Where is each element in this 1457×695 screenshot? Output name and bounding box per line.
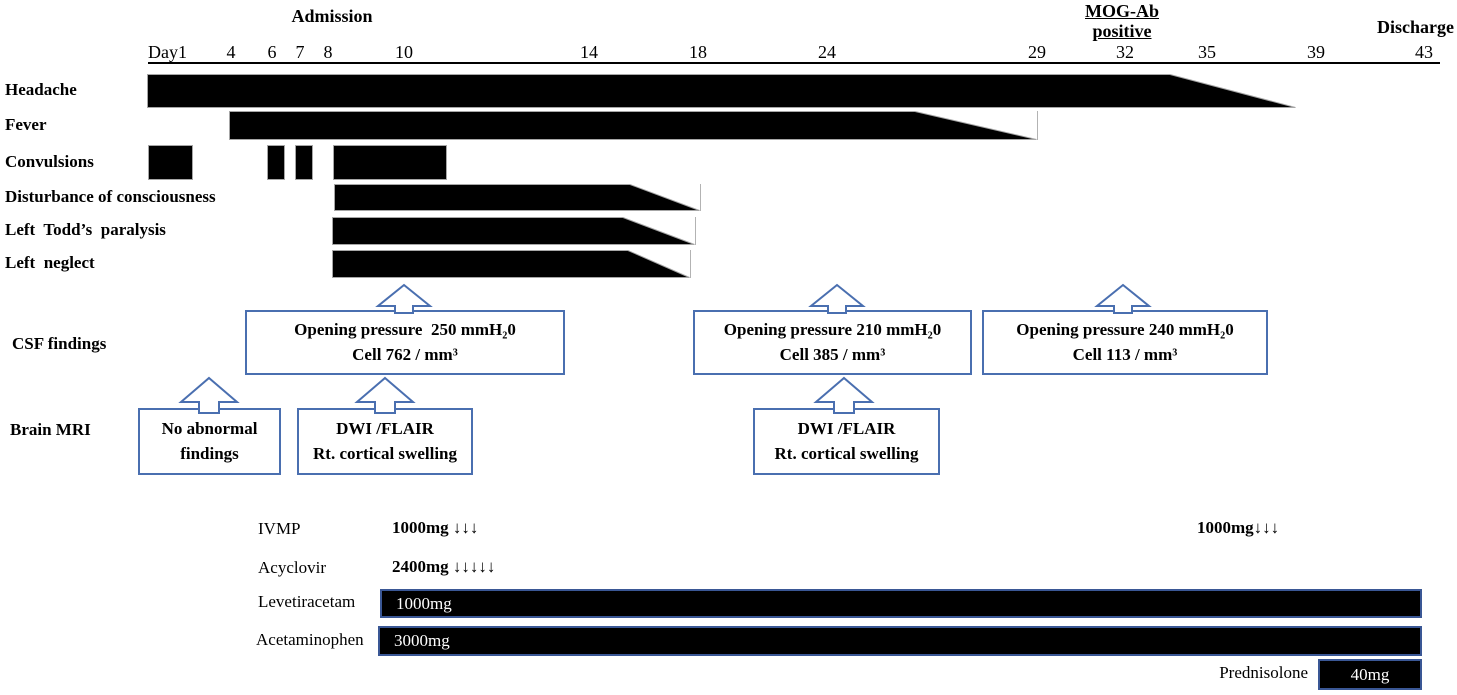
axis-tick-7: 7 — [295, 42, 305, 62]
med-bar-acetaminophen-dose: 3000mg — [394, 631, 450, 650]
symptom-bar-edge-fever — [1037, 111, 1038, 140]
axis-tick-8: 8 — [323, 42, 333, 62]
symptom-label-disturbance-of-consciousness: Disturbance of consciousness — [5, 186, 216, 206]
med-label-prednisolone: Prednisolone — [1219, 663, 1308, 682]
csf-box-1-line2: Cell 762 / mm³ — [352, 344, 458, 364]
up-arrow-icon — [354, 376, 416, 414]
med-bar-prednisolone-dose: 40mg — [1350, 664, 1390, 684]
discharge-label: Discharge — [1377, 17, 1454, 37]
med-label-acetaminophen: Acetaminophen — [256, 630, 364, 649]
axis-tick-14: 14 — [580, 42, 598, 62]
csf-box-1: Opening pressure 250 mmH₂0 Cell 762 / mm³ — [245, 310, 565, 375]
up-arrow-icon — [375, 283, 433, 314]
axis-tick-39: 39 — [1307, 42, 1325, 62]
mog-ab-line: MOG-Ab — [1085, 1, 1159, 21]
up-arrow-icon — [178, 376, 240, 414]
csf-findings-label: CSF findings — [12, 334, 107, 353]
mri-box-1-line2: findings — [180, 443, 239, 463]
mri-box-1-line1: No abnormal — [161, 418, 258, 438]
csf-box-3-line2: Cell 113 / mm³ — [1072, 344, 1178, 364]
med-bar-acetaminophen: 3000mg — [378, 626, 1422, 656]
med-dose-ivmp-1: 1000mg ↓↓↓ — [392, 518, 479, 537]
mri-box-1: No abnormal findings — [138, 408, 281, 475]
symptom-bar-edge-left-neglect — [690, 250, 691, 278]
axis-tick-35: 35 — [1198, 42, 1216, 62]
symptom-label-convulsions: Convulsions — [5, 151, 94, 171]
symptom-bar-headache — [147, 74, 1296, 108]
mog-positive-line: positive — [1092, 21, 1152, 41]
symptom-bar-convulsions — [267, 145, 285, 180]
axis-tick-10: 10 — [395, 42, 413, 62]
symptom-bar-left-neglect — [332, 250, 690, 278]
mri-box-3: DWI /FLAIR Rt. cortical swelling — [753, 408, 940, 475]
axis-tick-6: 6 — [267, 42, 277, 62]
up-arrow-icon — [813, 376, 875, 414]
mri-box-2-line1: DWI /FLAIR — [336, 418, 434, 438]
symptom-bar-convulsions — [295, 145, 313, 180]
mri-box-2: DWI /FLAIR Rt. cortical swelling — [297, 408, 473, 475]
symptom-label-left-todd-s-paralysis: Left Todd’s paralysis — [5, 220, 166, 239]
mri-box-3-line1: DWI /FLAIR — [797, 418, 896, 438]
med-bar-levetiracetam-dose: 1000mg — [396, 593, 452, 613]
symptom-bar-edge-left-todd-s-paralysis — [695, 217, 696, 245]
symptom-bar-disturbance-of-consciousness — [334, 184, 700, 211]
mri-box-2-line2: Rt. cortical swelling — [313, 443, 457, 463]
axis-tick-29: 29 — [1028, 42, 1046, 62]
day-axis-line — [148, 62, 1440, 64]
symptom-bar-fever — [229, 111, 1037, 140]
admission-label: Admission — [291, 6, 373, 26]
csf-box-2: Opening pressure 210 mmH₂0 Cell 385 / mm³ — [693, 310, 972, 375]
mog-ab-positive-label: MOG-Ab positive — [1085, 1, 1159, 41]
mri-box-3-line2: Rt. cortical swelling — [774, 443, 919, 463]
axis-tick-24: 24 — [818, 42, 836, 62]
axis-tick-18: 18 — [689, 42, 707, 62]
axis-tick-4: 4 — [226, 42, 236, 62]
brain-mri-label: Brain MRI — [10, 420, 91, 439]
med-label-acyclovir: Acyclovir — [258, 558, 326, 577]
med-label-ivmp: IVMP — [258, 519, 301, 538]
symptom-label-headache: Headache — [5, 80, 77, 99]
axis-tick-43: 43 — [1415, 42, 1433, 62]
axis-tick-day1: Day1 — [148, 42, 187, 62]
csf-box-3-line1: Opening pressure 240 mmH₂0 — [1016, 319, 1234, 339]
csf-box-2-line1: Opening pressure 210 mmH₂0 — [723, 319, 942, 339]
symptom-bar-edge-disturbance-of-consciousness — [700, 184, 701, 211]
symptom-bar-left-todd-s-paralysis — [332, 217, 695, 245]
up-arrow-icon — [1094, 283, 1152, 314]
symptom-bar-convulsions — [333, 145, 447, 180]
up-arrow-icon — [808, 283, 866, 314]
csf-box-3: Opening pressure 240 mmH₂0 Cell 113 / mm³ — [982, 310, 1268, 375]
med-dose-ivmp-2: 1000mg↓↓↓ — [1197, 518, 1280, 537]
csf-box-2-line2: Cell 385 / mm³ — [779, 344, 886, 364]
csf-box-1-line1: Opening pressure 250 mmH₂0 — [294, 319, 516, 339]
med-label-levetiracetam: Levetiracetam — [258, 592, 356, 611]
symptom-label-left-neglect: Left neglect — [5, 253, 95, 272]
axis-tick-32: 32 — [1116, 42, 1134, 62]
med-dose-acyclovir-1: 2400mg ↓↓↓↓↓ — [392, 557, 496, 576]
symptom-bar-convulsions — [148, 145, 193, 180]
med-bar-prednisolone: 40mg — [1318, 659, 1422, 690]
med-bar-levetiracetam: 1000mg — [380, 589, 1422, 618]
symptom-label-fever: Fever — [5, 114, 47, 134]
